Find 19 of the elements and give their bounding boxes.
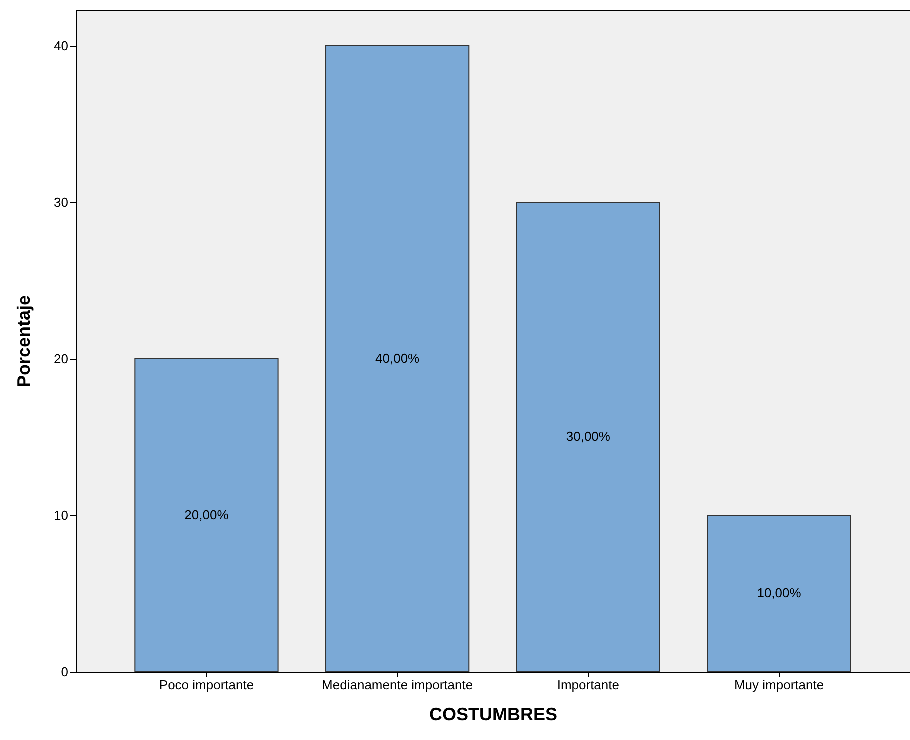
x-axis-title: COSTUMBRES (429, 704, 558, 724)
bar (516, 202, 660, 672)
x-tick-label: Medianamente importante (322, 678, 474, 692)
x-tick-label: Importante (557, 678, 620, 692)
y-axis-title: Porcentaje (14, 295, 34, 388)
y-tick-label: 20 (54, 352, 68, 366)
data-label: 40,00% (376, 351, 420, 366)
y-tick-label: 40 (54, 38, 68, 54)
x-tick-label: Muy importante (734, 678, 824, 692)
bar (707, 515, 852, 672)
data-label: 20,00% (184, 508, 230, 522)
data-label: 10,00% (757, 586, 802, 601)
data-label: 30,00% (566, 429, 611, 444)
x-tick-label: Poco importante (159, 678, 254, 692)
y-tick-label: 30 (54, 194, 68, 210)
bar (326, 45, 470, 672)
bar (134, 358, 279, 672)
y-tick-label: 10 (54, 508, 68, 523)
y-tick-label: 0 (61, 664, 68, 680)
